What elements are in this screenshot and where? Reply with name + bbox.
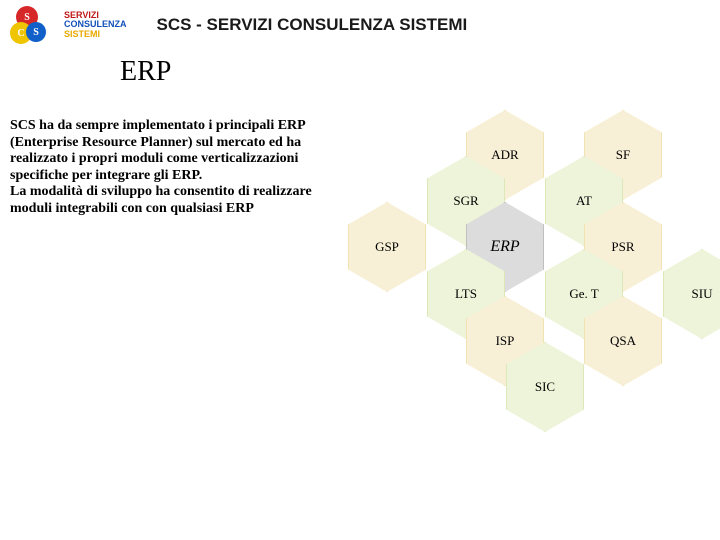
hex-label-lts: LTS [455,286,477,302]
hex-label-qsa: QSA [610,333,636,349]
section-title: ERP [120,56,720,88]
hex-label-at: AT [576,193,592,209]
hex-diagram: ADR SF SGR AT GSP ERP PSR LTS Ge. T SIU ISP QSA SIC [330,110,720,420]
hex-siu: SIU [663,249,720,339]
hex-label-psr: PSR [611,239,634,255]
hex-label-sgr: SGR [453,193,478,209]
logo-text: SERVIZI CONSULENZA SISTEMI [64,11,127,39]
hex-label-siu: SIU [692,286,713,302]
hex-label-sic: SIC [535,379,555,395]
hex-label-sf: SF [616,147,630,163]
hex-label-get: Ge. T [569,286,598,302]
hex-label-isp: ISP [496,333,515,349]
hex-label-adr: ADR [491,147,518,163]
logo-line3: SISTEMI [64,30,127,39]
header: S C S SERVIZI CONSULENZA SISTEMI SCS - S… [0,0,720,48]
hex-label-erp: ERP [490,238,519,256]
logo: S C S [10,6,58,44]
hex-gsp: GSP [348,202,426,292]
hex-label-gsp: GSP [375,239,399,255]
body-text: SCS ha da sempre implementato i principa… [10,118,320,217]
header-title: SCS - SERVIZI CONSULENZA SISTEMI [157,15,468,35]
logo-ball-s2: S [26,22,46,42]
